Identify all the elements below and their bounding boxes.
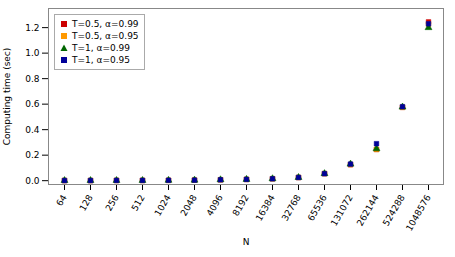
- svg-text:N: N: [243, 237, 250, 247]
- svg-text:4096: 4096: [205, 193, 225, 218]
- svg-text:0.6: 0.6: [25, 99, 40, 109]
- html-text:T=1, α=0.99: T=1, α=0.99: [72, 43, 130, 53]
- svg-text:0.0: 0.0: [25, 176, 40, 186]
- svg-text:524288: 524288: [381, 193, 407, 228]
- svg-text:128: 128: [77, 193, 94, 213]
- svg-text:262144: 262144: [355, 193, 381, 228]
- svg-text:256: 256: [103, 193, 120, 213]
- svg-text:16384: 16384: [254, 193, 277, 223]
- svg-text:512: 512: [129, 193, 146, 213]
- svg-text:1.0: 1.0: [25, 48, 40, 58]
- svg-text:1024: 1024: [153, 193, 173, 218]
- svg-text:32768: 32768: [280, 193, 303, 223]
- svg-text:1.2: 1.2: [25, 23, 39, 33]
- svg-text:1048576: 1048576: [404, 193, 433, 233]
- svg-text:131072: 131072: [329, 193, 355, 228]
- html-text:T=1, α=0.95: T=1, α=0.95: [72, 55, 130, 65]
- svg-text:8192: 8192: [231, 193, 251, 218]
- svg-text:0.4: 0.4: [25, 125, 40, 135]
- html-text:T=0.5, α=0.99: T=0.5, α=0.99: [72, 19, 139, 29]
- svg-text:2048: 2048: [179, 193, 199, 218]
- svg-text:0.2: 0.2: [25, 150, 39, 160]
- html-text:T=0.5, α=0.95: T=0.5, α=0.95: [72, 31, 139, 41]
- svg-text:Computing time (sec): Computing time (sec): [2, 48, 12, 146]
- svg-text:64: 64: [54, 193, 69, 208]
- svg-text:0.8: 0.8: [25, 74, 40, 84]
- svg-text:65536: 65536: [306, 193, 329, 223]
